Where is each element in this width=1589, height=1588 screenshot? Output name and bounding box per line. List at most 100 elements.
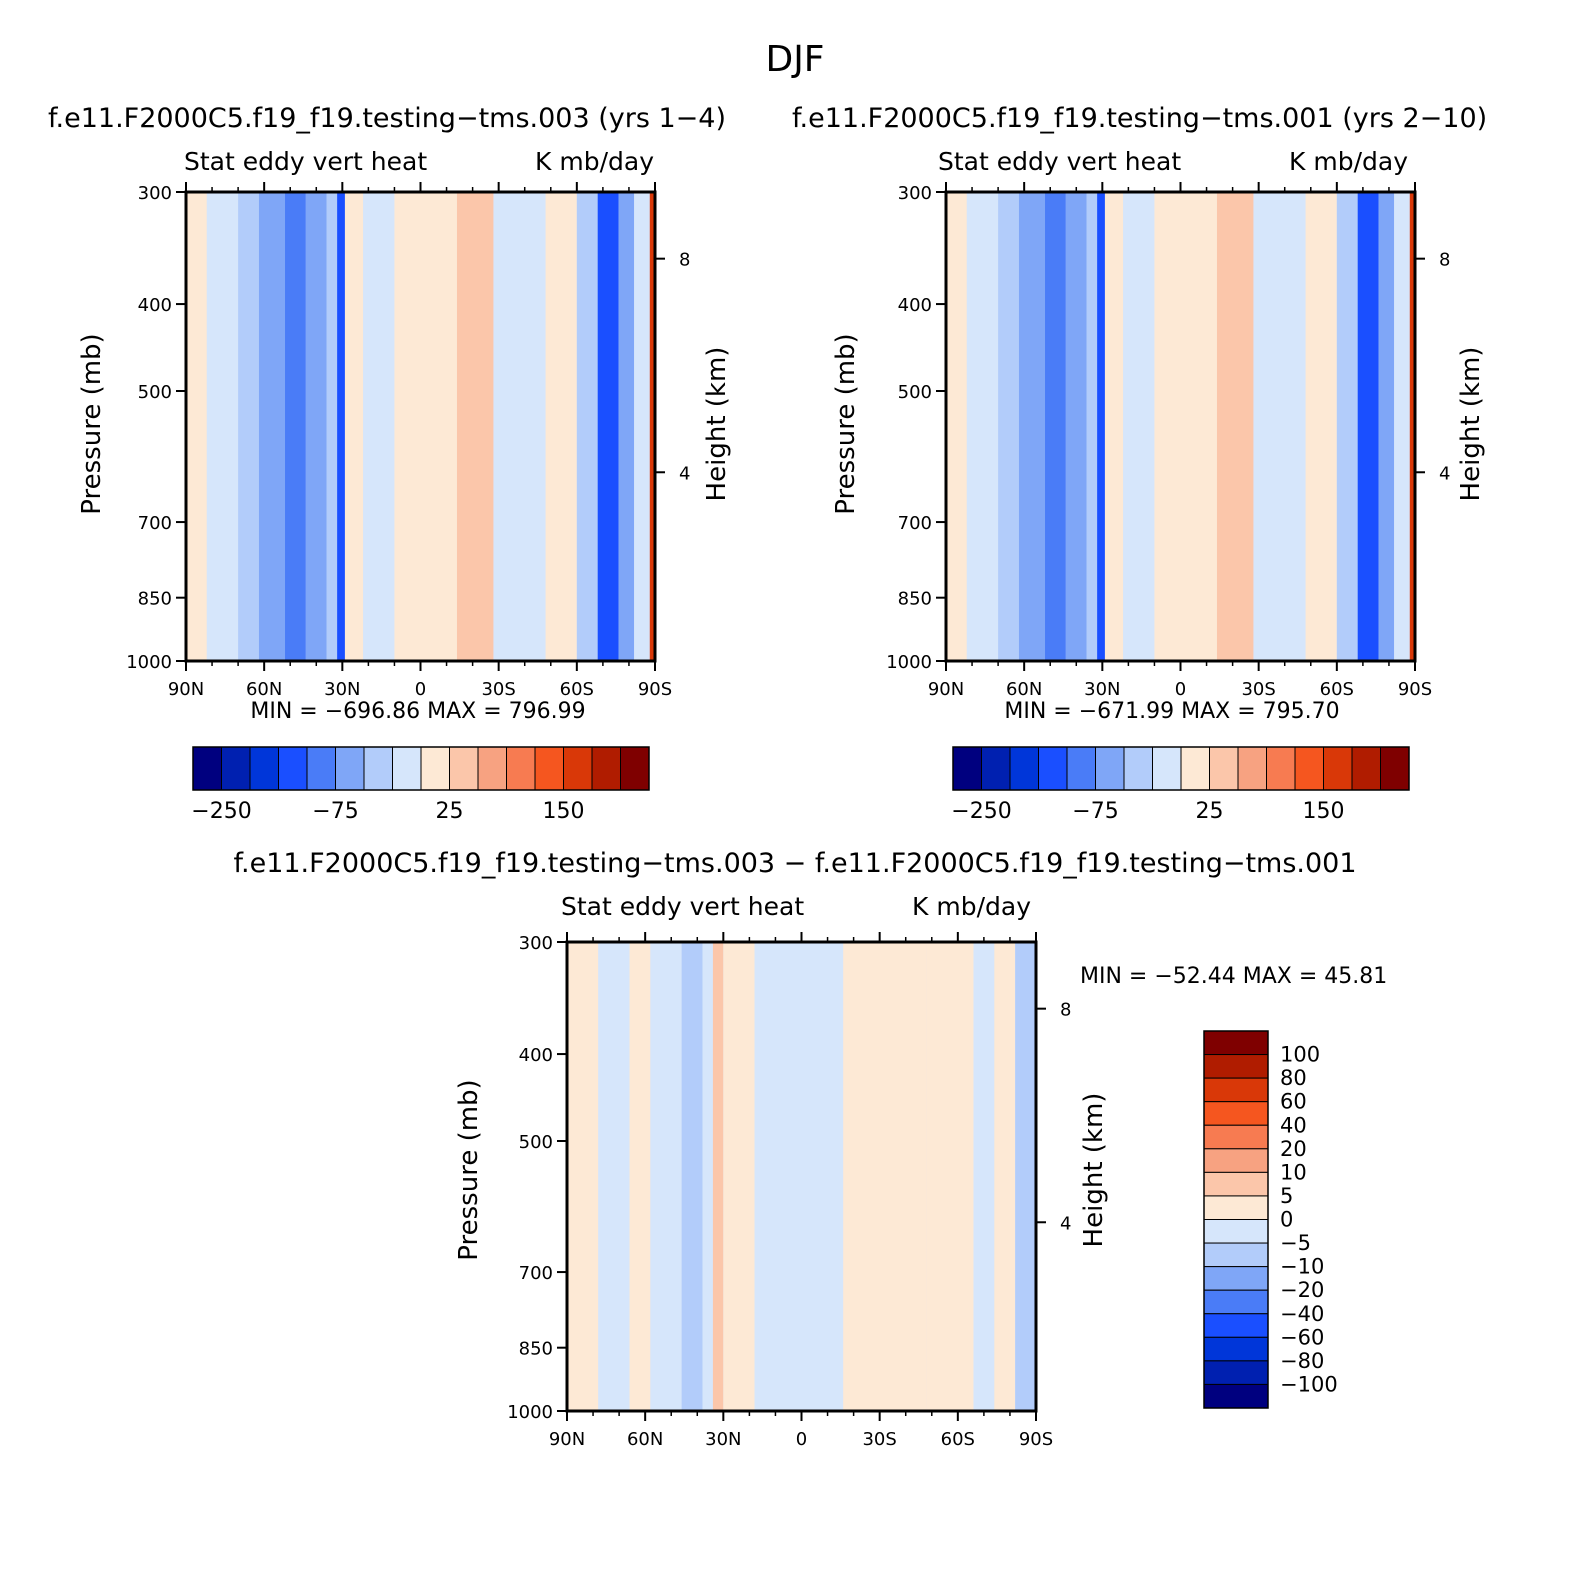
colorbar-swatch	[620, 746, 650, 791]
contour-band	[1216, 192, 1254, 661]
contour-band	[258, 192, 286, 661]
contour-band	[326, 192, 338, 661]
colorbar-swatch	[1351, 746, 1381, 791]
x-tick-label: 0	[1175, 679, 1186, 700]
panel-subtitle-right: K mb/day	[912, 892, 1031, 921]
y-tick-label: 300	[519, 933, 553, 954]
x-tick-label: 90S	[638, 679, 672, 700]
y-tick-label: 850	[898, 589, 932, 610]
figure-title: DJF	[765, 39, 824, 80]
colorbar-swatch	[1209, 746, 1239, 791]
contour-band	[598, 942, 630, 1411]
colorbar-swatch	[1266, 746, 1296, 791]
colorbar-swatch	[591, 746, 621, 791]
y-axis-label: Pressure (mb)	[454, 1079, 484, 1260]
contour-band	[681, 942, 703, 1411]
contour-band	[1305, 192, 1337, 661]
contour-band	[597, 192, 619, 661]
colorbar-swatch	[278, 746, 308, 791]
colorbar-label: 25	[436, 799, 464, 824]
y-tick-label: 400	[519, 1045, 553, 1066]
colorbar-swatch	[1203, 1383, 1269, 1409]
y-tick-label: 700	[138, 513, 172, 534]
panel-title: f.e11.F2000C5.f19_f19.testing−tms.003 − …	[233, 848, 1356, 879]
panel-title: f.e11.F2000C5.f19_f19.testing−tms.003 (y…	[48, 103, 726, 134]
colorbar-swatch	[1203, 1336, 1269, 1362]
colorbar-swatch	[1203, 1242, 1269, 1268]
colorbar-swatch	[1237, 746, 1267, 791]
colorbar-swatch	[1180, 746, 1210, 791]
min-max-stats: MIN = −696.86 MAX = 796.99	[250, 699, 585, 724]
contour-band	[285, 192, 306, 661]
colorbar-swatch	[1203, 1030, 1269, 1056]
colorbar-label: −20	[1280, 1278, 1324, 1302]
panel-title: f.e11.F2000C5.f19_f19.testing−tms.001 (y…	[792, 103, 1487, 134]
x-tick-label: 60S	[941, 1429, 975, 1450]
x-tick-label: 60S	[560, 679, 594, 700]
y-tick-label: 850	[138, 589, 172, 610]
colorbar-swatch	[1152, 746, 1182, 791]
contour-band	[1097, 192, 1105, 661]
colorbar-label: −60	[1280, 1325, 1324, 1349]
contour-field	[946, 192, 1415, 661]
y-right-tick-label: 4	[1439, 463, 1450, 484]
contour-band	[305, 192, 327, 661]
colorbar-swatch	[952, 746, 982, 791]
contour-band	[238, 192, 259, 661]
colorbar-swatch	[392, 746, 422, 791]
colorbar-swatch	[1123, 746, 1153, 791]
x-tick-label: 90S	[1398, 679, 1432, 700]
x-tick-label: 60N	[627, 1429, 663, 1450]
colorbar-swatch	[363, 746, 393, 791]
contour-field	[186, 192, 655, 661]
contour-band	[785, 942, 844, 1411]
contour-band	[973, 942, 995, 1411]
colorbar-label: 60	[1280, 1090, 1307, 1114]
y-right-tick-label: 8	[1060, 1000, 1071, 1021]
colorbar-swatch	[1203, 1289, 1269, 1315]
contour-band	[337, 192, 345, 661]
contour-band	[926, 942, 974, 1411]
colorbar-label: −75	[1072, 799, 1118, 824]
colorbar-swatch	[1323, 746, 1353, 791]
x-tick-label: 30N	[1084, 679, 1120, 700]
contour-band	[567, 942, 599, 1411]
colorbar-label: −80	[1280, 1349, 1324, 1373]
contour-band	[456, 192, 494, 661]
y-tick-label: 500	[519, 1132, 553, 1153]
colorbar-swatch	[1095, 746, 1125, 791]
panel-subtitle-right: K mb/day	[1289, 147, 1408, 176]
x-tick-label: 90N	[928, 679, 964, 700]
colorbar-label: 40	[1280, 1113, 1307, 1137]
colorbar-label: −250	[951, 799, 1011, 824]
colorbar-horizontal: −250 −75 25 150	[951, 746, 1410, 824]
contour-band	[998, 192, 1019, 661]
colorbar-swatch	[306, 746, 336, 791]
colorbar-swatch	[1203, 1077, 1269, 1103]
contour-band	[576, 192, 598, 661]
y-axis-label-right: Height (km)	[1079, 1093, 1109, 1248]
panel-subtitle-left: Stat eddy vert heat	[561, 892, 804, 921]
colorbar-swatch	[335, 746, 365, 791]
colorbar-label: 10	[1280, 1160, 1307, 1184]
contour-band	[994, 942, 1016, 1411]
colorbar-swatch	[506, 746, 536, 791]
y-tick-label: 500	[138, 382, 172, 403]
y-tick-label: 1000	[886, 652, 932, 673]
colorbar-swatch	[1203, 1054, 1269, 1079]
contour-band	[344, 192, 364, 661]
contour-band	[702, 942, 713, 1411]
y-tick-label: 400	[138, 295, 172, 316]
colorbar-swatch	[1203, 1101, 1269, 1126]
colorbar-label: 80	[1280, 1066, 1307, 1090]
min-max-stats: MIN = −52.44 MAX = 45.81	[1080, 964, 1387, 989]
colorbar-swatch	[420, 746, 450, 791]
contour-band	[206, 192, 239, 661]
y-tick-label: 400	[898, 295, 932, 316]
plot-axes: 90N 60N 30N 0 30S 60S 90S 300 400 500 700 850 1000 8 4	[126, 182, 690, 700]
contour-band	[1357, 192, 1379, 661]
contour-band	[394, 192, 457, 661]
contour-band	[723, 942, 755, 1411]
y-right-tick-label: 8	[679, 250, 690, 271]
